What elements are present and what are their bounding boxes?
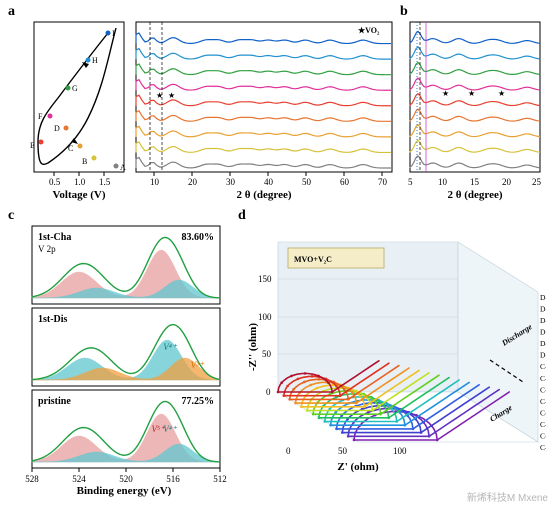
svg-text:MVO+V₂C: MVO+V₂C xyxy=(294,255,332,264)
svg-text:0: 0 xyxy=(266,387,271,397)
svg-text:25: 25 xyxy=(532,177,542,187)
svg-text:V⁵⁺: V⁵⁺ xyxy=(152,424,167,434)
svg-text:5: 5 xyxy=(408,177,413,187)
svg-text:D-0.5: D-0.5 xyxy=(540,339,546,348)
svg-text:1st-Dis: 1st-Dis xyxy=(38,314,68,325)
svg-text:20: 20 xyxy=(502,177,512,187)
watermark: 新烯科技M Mxene xyxy=(467,489,548,504)
svg-text:D-1.3: D-1.3 xyxy=(540,293,546,302)
svg-text:50: 50 xyxy=(338,446,348,456)
svg-text:E: E xyxy=(30,141,35,150)
svg-text:C-1.3: C-1.3 xyxy=(540,420,546,429)
svg-text:83.60%: 83.60% xyxy=(182,232,215,243)
svg-text:520: 520 xyxy=(119,474,133,484)
svg-text:Voltage (V): Voltage (V) xyxy=(52,189,105,201)
svg-text:I: I xyxy=(112,29,115,38)
svg-text:516: 516 xyxy=(166,474,180,484)
svg-text:★VO₂: ★VO₂ xyxy=(358,26,380,35)
svg-text:10: 10 xyxy=(150,177,160,187)
panel-a-svg: A B C D E F G H I 0.5 1.0 1.5 Voltage (V… xyxy=(8,18,394,202)
svg-text:150: 150 xyxy=(258,274,272,284)
svg-text:1.5: 1.5 xyxy=(99,177,111,187)
svg-text:★: ★ xyxy=(442,89,449,98)
svg-text:pristine: pristine xyxy=(38,396,71,407)
panel-d-svg: MVO+V₂C -Z'' (ohm) 0 50 100 150 Z' (ohm)… xyxy=(238,222,546,498)
svg-text:77.25%: 77.25% xyxy=(182,396,215,407)
svg-text:C-1.7: C-1.7 xyxy=(540,443,546,452)
panel-c: 1st-ChaV 2p 83.60% 1st-Dis V⁴⁺ V³⁺ pristine 77… xyxy=(8,222,230,498)
svg-text:V⁴⁺: V⁴⁺ xyxy=(163,342,178,352)
svg-text:40: 40 xyxy=(264,177,274,187)
svg-text:★: ★ xyxy=(468,89,475,98)
svg-text:Z' (ohm): Z' (ohm) xyxy=(337,461,379,473)
svg-text:528: 528 xyxy=(25,474,39,484)
svg-text:100: 100 xyxy=(258,312,272,322)
svg-text:-Z'' (ohm): -Z'' (ohm) xyxy=(247,323,259,371)
svg-text:C-1.5: C-1.5 xyxy=(540,431,546,440)
svg-text:V³⁺: V³⁺ xyxy=(191,360,205,370)
svg-text:524: 524 xyxy=(72,474,86,484)
svg-text:D-0.9: D-0.9 xyxy=(540,316,546,325)
svg-text:Binding energy (eV): Binding energy (eV) xyxy=(77,485,172,497)
svg-text:0: 0 xyxy=(286,446,291,456)
svg-text:2 θ (degree): 2 θ (degree) xyxy=(447,189,502,201)
svg-text:V⁴⁺: V⁴⁺ xyxy=(163,424,178,434)
svg-text:D: D xyxy=(54,124,60,133)
svg-text:0.5: 0.5 xyxy=(49,177,61,187)
svg-text:D-0.7: D-0.7 xyxy=(540,328,546,337)
svg-text:100: 100 xyxy=(393,446,407,456)
svg-text:★: ★ xyxy=(156,91,163,100)
svg-text:★: ★ xyxy=(168,91,175,100)
svg-text:2 θ (degree): 2 θ (degree) xyxy=(236,189,291,201)
svg-text:A: A xyxy=(120,163,126,172)
svg-text:G: G xyxy=(72,84,78,93)
svg-text:C-0.7: C-0.7 xyxy=(540,385,546,394)
svg-text:20: 20 xyxy=(188,177,198,187)
svg-text:C-0.5: C-0.5 xyxy=(540,374,546,383)
svg-text:1st-Cha: 1st-Cha xyxy=(38,232,71,243)
svg-text:512: 512 xyxy=(213,474,227,484)
svg-text:60: 60 xyxy=(340,177,350,187)
svg-text:D-0.3: D-0.3 xyxy=(540,351,546,360)
svg-text:H: H xyxy=(92,56,98,65)
svg-text:70: 70 xyxy=(378,177,388,187)
svg-text:F: F xyxy=(38,112,43,121)
panel-b: ★ ★ ★ 5 10 15 20 25 2 θ (degree) xyxy=(400,18,546,202)
svg-text:50: 50 xyxy=(262,349,272,359)
svg-text:B: B xyxy=(82,157,87,166)
svg-text:50: 50 xyxy=(302,177,312,187)
panel-c-svg: 1st-ChaV 2p 83.60% 1st-Dis V⁴⁺ V³⁺ pristine 77… xyxy=(8,222,230,498)
panel-d: MVO+V₂C -Z'' (ohm) 0 50 100 150 Z' (ohm)… xyxy=(238,222,546,498)
svg-text:★: ★ xyxy=(498,89,505,98)
svg-text:D-1.1: D-1.1 xyxy=(540,305,546,314)
svg-text:C-0.3: C-0.3 xyxy=(540,362,546,371)
svg-text:15: 15 xyxy=(470,177,480,187)
svg-text:10: 10 xyxy=(438,177,448,187)
svg-text:C-1.1: C-1.1 xyxy=(540,408,546,417)
panel-b-svg: ★ ★ ★ 5 10 15 20 25 2 θ (degree) xyxy=(400,18,546,202)
svg-text:1.0: 1.0 xyxy=(74,177,86,187)
svg-text:C-0.9: C-0.9 xyxy=(540,397,546,406)
panel-a: A B C D E F G H I 0.5 1.0 1.5 Voltage (V… xyxy=(8,18,394,202)
svg-text:30: 30 xyxy=(226,177,236,187)
svg-text:C: C xyxy=(68,144,73,153)
figure-root: a A B C D E F G H I xyxy=(0,0,554,508)
svg-text:V 2p: V 2p xyxy=(38,244,56,254)
